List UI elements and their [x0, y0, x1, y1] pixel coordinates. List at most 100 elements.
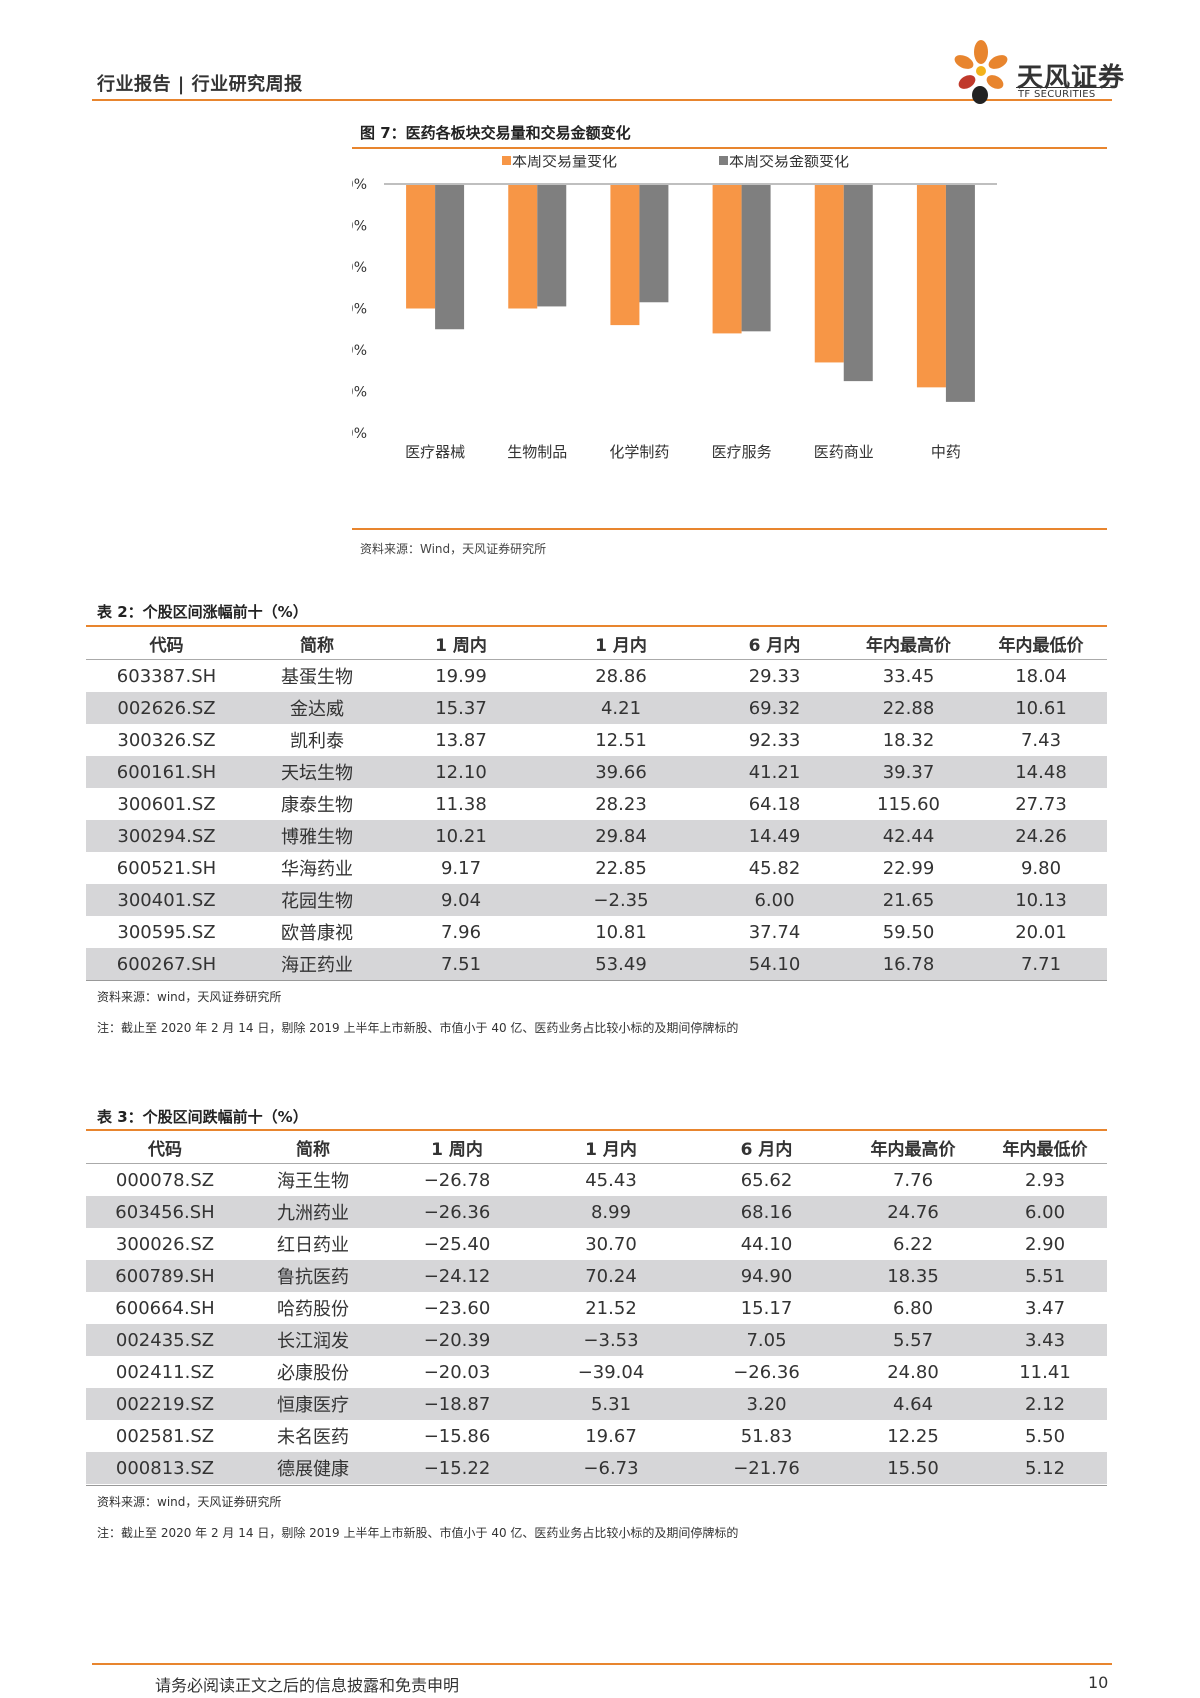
table-row: 603456.SH 九洲药业 −26.36 8.99 68.16 24.76 6.00 [86, 1196, 1107, 1228]
table-cell: 000078.SZ [115, 1169, 215, 1191]
column-header: 1 周内 [382, 1131, 532, 1164]
table-cell: −25.40 [423, 1233, 491, 1255]
x-tick-label: 医药商业 [814, 443, 874, 461]
table-cell: 002219.SZ [86, 1388, 244, 1420]
table-cell: 29.84 [535, 820, 707, 852]
legend-swatch [719, 156, 728, 165]
table-cell: 603456.SH [86, 1196, 244, 1228]
table-row: 300595.SZ 欧普康视 7.96 10.81 37.74 59.50 20.01 [86, 916, 1107, 948]
table-cell: −21.76 [690, 1452, 843, 1484]
table-cell: 41.21 [707, 756, 842, 788]
table-cell: 6.00 [707, 884, 842, 916]
table-cell: 8.99 [532, 1196, 690, 1228]
y-tick-label: -40% [352, 343, 367, 359]
table-cell: 9.80 [1020, 857, 1062, 879]
table-cell: 19.67 [585, 1425, 637, 1447]
table-cell: 华海药业 [281, 859, 353, 880]
table-cell: 59.50 [882, 921, 935, 943]
column-header: 简称 [244, 1131, 382, 1164]
y-tick-label: -20% [352, 260, 367, 276]
table-cell: 花园生物 [247, 884, 387, 916]
table-cell: 000813.SZ [86, 1452, 244, 1484]
figure-source: 资料来源：Wind，天风证券研究所 [360, 542, 547, 556]
table-cell: −23.60 [423, 1297, 491, 1319]
table-cell: 9.17 [440, 857, 482, 879]
table-row: 002435.SZ 长江润发 −20.39 −3.53 7.05 5.57 3.43 [86, 1324, 1107, 1356]
y-tick-label: -10% [352, 219, 367, 235]
footer-divider [92, 1663, 1112, 1665]
table3: 代码 简称 1 周内 1 月内 6 月内 年内最高价 年内最低价 000078.SZ 海王生物… [86, 1131, 1107, 1484]
table-cell: 69.32 [707, 692, 842, 724]
table-cell: 海王生物 [277, 1171, 349, 1192]
table-cell: −18.87 [382, 1388, 532, 1420]
table-row: 002581.SZ 未名医药 −15.86 19.67 51.83 12.25 5.50 [86, 1420, 1107, 1452]
table-cell: 002626.SZ [86, 692, 247, 724]
table-cell: 11.41 [1019, 1361, 1071, 1383]
table-cell: 65.62 [740, 1169, 793, 1191]
table-cell: 7.51 [387, 948, 535, 980]
table-cell: 天坛生物 [247, 756, 387, 788]
table-cell: −39.04 [577, 1361, 645, 1383]
table-cell: 恒康医疗 [244, 1388, 382, 1420]
table-cell: 42.44 [842, 820, 975, 852]
table-cell: 21.65 [842, 884, 975, 916]
legend-label: 本周交易量变化 [512, 155, 617, 170]
table3-note: 注：截止至 2020 年 2 月 14 日，剔除 2019 上半年上市新股、市值… [97, 1526, 739, 1540]
figure-top-rule [352, 147, 1107, 149]
table-row: 300294.SZ 博雅生物 10.21 29.84 14.49 42.44 24.26 [86, 820, 1107, 852]
table-row: 600521.SH 华海药业 9.17 22.85 45.82 22.99 9.80 [86, 852, 1107, 884]
x-tick-label: 医疗器械 [405, 443, 465, 461]
table-cell: 3.43 [983, 1324, 1107, 1356]
table-cell: 11.38 [435, 793, 487, 815]
table3-bottom-rule [86, 1485, 1107, 1486]
table-cell: 92.33 [748, 729, 801, 751]
table-cell: 29.33 [748, 665, 801, 687]
table-cell: 海正药业 [247, 948, 387, 980]
table-cell: 24.26 [975, 820, 1107, 852]
x-tick-label: 生物制品 [507, 443, 567, 461]
table-cell: 45.82 [748, 857, 801, 879]
table-cell: 24.80 [887, 1361, 939, 1383]
table-cell: 300294.SZ [86, 820, 247, 852]
table-cell: 28.23 [595, 793, 647, 815]
y-tick-label: -50% [352, 385, 367, 401]
table-cell: 15.50 [843, 1452, 983, 1484]
x-tick-label: 中药 [931, 443, 961, 461]
column-header: 1 月内 [535, 627, 707, 660]
table2-header-row: 代码 简称 1 周内 1 月内 6 月内 年内最高价 年内最低价 [86, 627, 1107, 660]
table-cell: 12.25 [887, 1425, 939, 1447]
table-cell: 康泰生物 [281, 795, 353, 816]
table-cell: 600789.SH [86, 1260, 244, 1292]
table-cell: 5.50 [1024, 1425, 1066, 1447]
x-tick-label: 医疗服务 [712, 443, 772, 461]
table-cell: 64.18 [748, 793, 801, 815]
table-cell: 18.35 [843, 1260, 983, 1292]
table-row: 002411.SZ 必康股份 −20.03 −39.04 −26.36 24.80 11.4… [86, 1356, 1107, 1388]
figure-title: 图 7：医药各板块交易量和交易金额变化 [360, 124, 631, 142]
table-row: 000078.SZ 海王生物 −26.78 45.43 65.62 7.76 2.93 [86, 1164, 1107, 1197]
column-header: 6 月内 [707, 627, 842, 660]
table-cell: 39.66 [535, 756, 707, 788]
table-cell: 4.21 [535, 692, 707, 724]
bar [639, 184, 669, 303]
legend-swatch [502, 156, 511, 165]
table-cell: 10.21 [387, 820, 535, 852]
table-cell: 28.86 [595, 665, 647, 687]
table-cell: 002581.SZ [115, 1425, 215, 1447]
header-divider [92, 99, 1112, 101]
column-header: 代码 [86, 1131, 244, 1164]
table-cell: 6.00 [983, 1196, 1107, 1228]
table-cell: −20.39 [382, 1324, 532, 1356]
table-cell: 18.04 [1015, 665, 1067, 687]
bar-chart: 本周交易量变化 本周交易金额变化 0% -10% -20% -30% -40% -50% -6… [352, 155, 997, 461]
table-cell: 300595.SZ [117, 921, 216, 943]
table-cell: 5.31 [532, 1388, 690, 1420]
table-row: 300326.SZ 凯利泰 13.87 12.51 92.33 18.32 7.43 [86, 724, 1107, 756]
table-cell: 600664.SH [115, 1297, 215, 1319]
table-row: 600267.SH 海正药业 7.51 53.49 54.10 16.78 7.71 [86, 948, 1107, 980]
table-row: 000813.SZ 德展健康 −15.22 −6.73 −21.76 15.50 5.12 [86, 1452, 1107, 1484]
bar [712, 184, 742, 334]
bar [814, 184, 844, 363]
table-cell: −26.36 [382, 1196, 532, 1228]
report-type: 行业报告 | 行业研究周报 [97, 74, 303, 95]
